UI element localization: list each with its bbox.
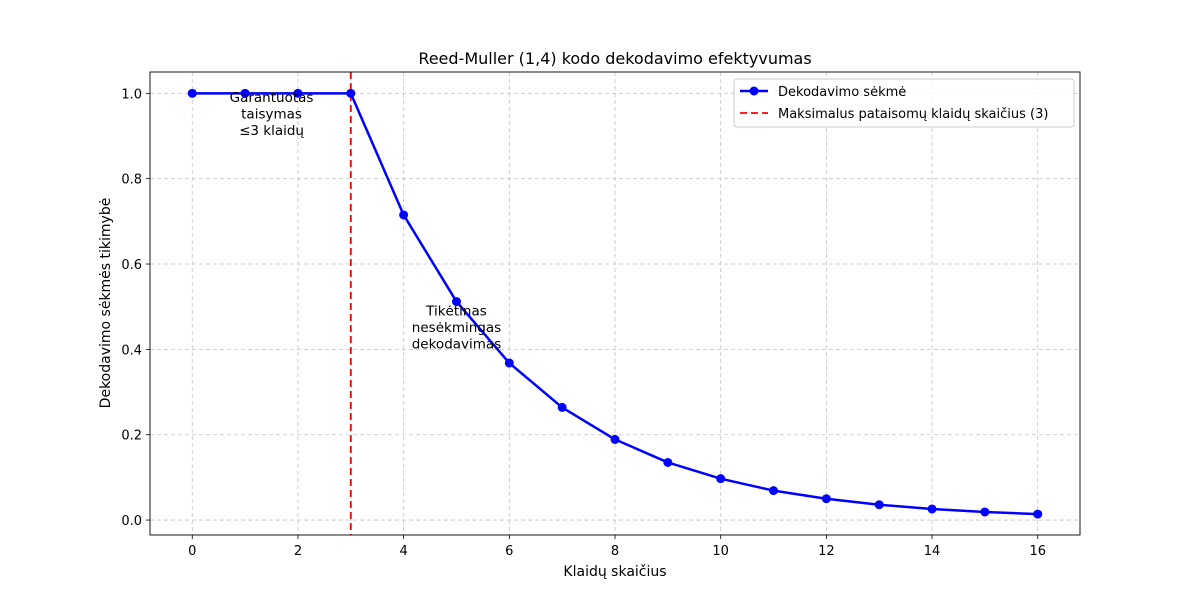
y-tick-label: 0.8 xyxy=(121,173,142,188)
grid xyxy=(150,72,1080,535)
data-point xyxy=(980,507,990,517)
data-point xyxy=(187,88,197,98)
y-tick-label: 0.2 xyxy=(121,429,142,444)
annotation-line: Tikėtinas xyxy=(425,304,487,320)
plot-area xyxy=(187,72,1043,535)
annotations: Garantuotas taisymas ≤3 klaidų Tikėtinas nes… xyxy=(230,90,502,352)
data-point xyxy=(504,358,514,368)
x-tick-label: 6 xyxy=(505,544,513,559)
axes: 0 2 4 6 8 10 12 14 16 0.0 0.2 0.4 0.6 0.8 1.0 xyxy=(121,71,1081,559)
plot-frame xyxy=(149,71,1081,536)
x-tick-label: 4 xyxy=(399,544,407,559)
y-tick-label: 0.0 xyxy=(121,514,142,529)
legend-label: Maksimalus pataisomų klaidų skaičius (3) xyxy=(778,107,1048,122)
data-point xyxy=(399,210,409,220)
legend-marker xyxy=(749,86,759,96)
x-axis-title: Klaidų skaičius xyxy=(563,564,666,580)
x-tick-label: 10 xyxy=(712,544,729,559)
x-tick-label: 2 xyxy=(294,544,302,559)
x-tick-label: 12 xyxy=(818,544,835,559)
data-point xyxy=(557,402,567,412)
annotation-line: ≤3 klaidų xyxy=(239,123,304,139)
annotation-text: Tikėtinas nesėkmingas dekodavimas xyxy=(412,304,502,353)
annotation-line: dekodavimas xyxy=(412,337,502,353)
annotation-line: Garantuotas xyxy=(230,90,314,106)
data-point xyxy=(1033,509,1043,519)
y-axis-title: Dekodavimo sėkmės tikimybė xyxy=(98,198,114,409)
data-point xyxy=(451,297,461,307)
chart-title: Reed-Muller (1,4) kodo dekodavimo efekty… xyxy=(418,49,811,68)
data-point xyxy=(716,474,726,484)
x-tick-label: 0 xyxy=(188,544,196,559)
y-tick-label: 0.4 xyxy=(121,343,142,358)
annotation-line: taisymas xyxy=(241,107,302,123)
data-point xyxy=(663,457,673,467)
data-point xyxy=(240,88,250,98)
legend-box xyxy=(733,78,1075,128)
data-point xyxy=(769,486,779,496)
data-point xyxy=(346,88,356,98)
legend-label: Dekodavimo sėkmė xyxy=(778,85,906,100)
data-point xyxy=(927,504,937,514)
data-point xyxy=(821,494,831,504)
data-point xyxy=(293,88,303,98)
annotation-text: Garantuotas taisymas ≤3 klaidų xyxy=(230,90,314,139)
x-tick-label: 8 xyxy=(611,544,619,559)
y-tick-label: 0.6 xyxy=(121,258,142,273)
data-point xyxy=(610,434,620,444)
x-tick-label: 14 xyxy=(924,544,941,559)
x-tick-label: 16 xyxy=(1029,544,1046,559)
annotation-line: nesėkmingas xyxy=(412,320,501,336)
y-tick-label: 1.0 xyxy=(121,87,142,102)
legend: Dekodavimo sėkmė Maksimalus pataisomų kla… xyxy=(733,78,1075,128)
data-point xyxy=(874,500,884,510)
